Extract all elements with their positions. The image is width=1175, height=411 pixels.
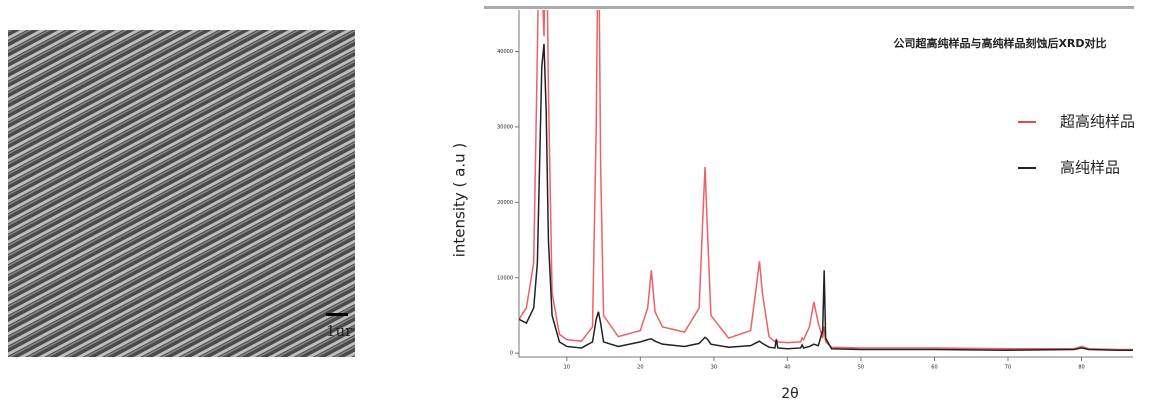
x-tick-label: 60 xyxy=(931,365,937,371)
y-tick-label: 20000 xyxy=(497,200,513,206)
series-line xyxy=(519,10,1133,351)
legend-label: 超高纯样品 xyxy=(1060,113,1135,131)
x-tick-label: 30 xyxy=(711,365,717,371)
x-tick-label: 10 xyxy=(564,365,570,371)
y-tick-label: 10000 xyxy=(497,275,513,281)
x-tick-label: 20 xyxy=(637,365,643,371)
y-tick-label: 40000 xyxy=(497,49,513,55)
x-tick-label: 70 xyxy=(1005,365,1011,371)
x-tick-label: 80 xyxy=(1078,365,1084,371)
x-tick-label: 50 xyxy=(858,365,864,371)
y-tick-label: 0 xyxy=(510,351,513,357)
plot-area xyxy=(519,10,1133,351)
scale-bar-label: 1ur xyxy=(326,322,353,340)
sem-image: 1ur xyxy=(8,30,355,357)
x-axis-label: 2θ xyxy=(781,386,798,402)
chart-title: 公司超高纯样品与高纯样品刻蚀后XRD对比 xyxy=(893,36,1106,50)
top-bar xyxy=(484,6,1134,9)
legend-label: 高纯样品 xyxy=(1060,159,1120,177)
series-line xyxy=(519,43,1133,351)
y-tick-label: 30000 xyxy=(497,124,513,130)
x-tick-label: 40 xyxy=(784,365,790,371)
y-axis-label: intensity ( a.u ) xyxy=(451,143,469,258)
